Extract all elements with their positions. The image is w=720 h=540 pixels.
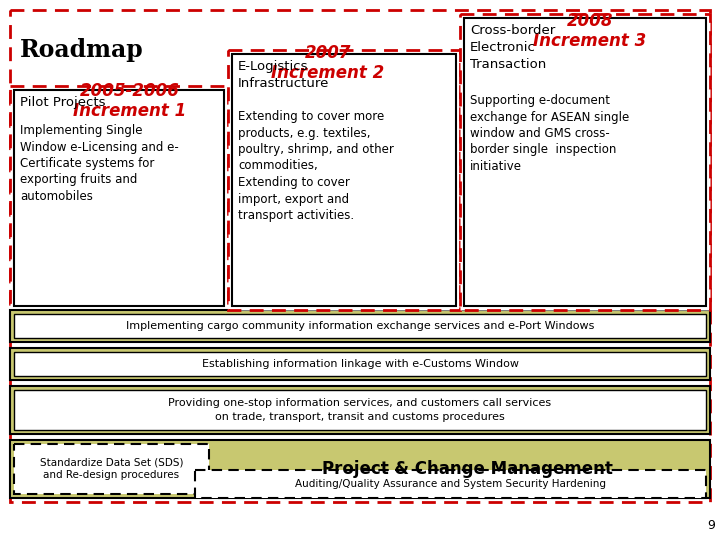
Text: Supporting e-document
exchange for ASEAN single
window and GMS cross-
border sin: Supporting e-document exchange for ASEAN… xyxy=(470,94,629,173)
Text: Providing one-stop information services, and customers call services
on trade, t: Providing one-stop information services,… xyxy=(168,399,552,422)
Bar xyxy=(14,444,209,494)
Bar xyxy=(10,310,710,342)
Bar xyxy=(10,440,710,498)
Bar xyxy=(232,54,456,306)
Text: Pilot Projects: Pilot Projects xyxy=(20,96,106,109)
Text: Standardize Data Set (SDS)
and Re-design procedures: Standardize Data Set (SDS) and Re-design… xyxy=(40,458,184,480)
Bar xyxy=(14,390,706,430)
Bar xyxy=(14,314,706,338)
Text: Establishing information linkage with e-Customs Window: Establishing information linkage with e-… xyxy=(202,359,518,369)
Text: Implementing cargo community information exchange services and e-Port Windows: Implementing cargo community information… xyxy=(126,321,594,331)
Bar xyxy=(14,352,706,376)
Text: 2005-2006
Increment 1: 2005-2006 Increment 1 xyxy=(73,82,186,120)
Text: E-Logistics
Infrastructure: E-Logistics Infrastructure xyxy=(238,60,329,90)
Text: Roadmap: Roadmap xyxy=(20,38,144,62)
Bar xyxy=(10,386,710,434)
Bar xyxy=(460,14,710,310)
Text: Auditing/Quality Assurance and System Security Hardening: Auditing/Quality Assurance and System Se… xyxy=(295,479,606,489)
Text: Implementing Single
Window e-Licensing and e-
Certificate systems for
exporting : Implementing Single Window e-Licensing a… xyxy=(20,124,179,203)
Bar xyxy=(464,18,706,306)
Text: 2008
Increment 3: 2008 Increment 3 xyxy=(534,12,647,50)
Bar xyxy=(14,90,224,306)
Text: 2007
Increment 2: 2007 Increment 2 xyxy=(271,44,384,82)
Text: 9: 9 xyxy=(707,519,715,532)
Text: Cross-border
Electronic
Transaction: Cross-border Electronic Transaction xyxy=(470,24,555,71)
Text: Project & Change Management: Project & Change Management xyxy=(322,460,613,478)
Text: Extending to cover more
products, e.g. textiles,
poultry, shrimp, and other
comm: Extending to cover more products, e.g. t… xyxy=(238,110,394,222)
Bar xyxy=(10,86,228,310)
Bar xyxy=(228,50,460,310)
Bar xyxy=(195,470,706,498)
Bar xyxy=(10,348,710,380)
